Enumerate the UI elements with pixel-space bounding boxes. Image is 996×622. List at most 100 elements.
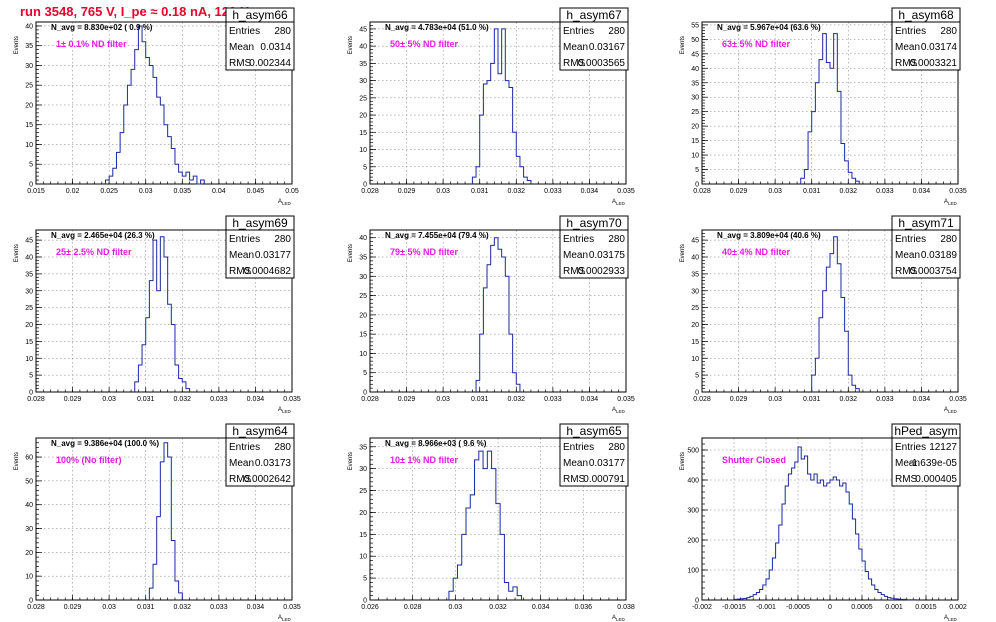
y-axis-label: Events (348, 452, 354, 470)
stats-box: h_asym67 Entries 280 Mean 0.03167RMS0.000356… (559, 7, 629, 71)
stats-rms-label: RMS (229, 58, 252, 69)
stats-entries-label: Entries (895, 26, 926, 37)
histogram-panel-hPed_asym: -0.002 -0.0015 -0.001 -0.0005 0 0.0005 0.001 0.… (680, 423, 967, 622)
x-tick-label: 0.028 (361, 396, 379, 403)
stats-box: hPed_asym Entries 12127 Mean-1.639e-05 RMS0.… (891, 423, 961, 487)
n-avg-label: N_avg = 3.809e+04 (40.6 %) (717, 231, 821, 240)
y-tick-label: 20 (25, 102, 33, 109)
x-tick-label: 0.032 (489, 604, 507, 611)
histogram-series (800, 33, 860, 184)
x-tick-label: 0.001 (885, 604, 903, 611)
y-tick-label: 15 (359, 332, 367, 339)
y-tick-label: 30 (691, 288, 699, 295)
y-axis-label: Events (348, 244, 354, 262)
x-tick-label: 0.029 (730, 396, 748, 403)
x-axis-label: ALED (278, 615, 292, 622)
x-tick-label: -0.0005 (786, 604, 810, 611)
y-tick-label: 40 (25, 255, 33, 262)
x-tick-label: 0.031 (803, 188, 821, 195)
stats-histogram-name: h_asym66 (232, 8, 288, 22)
y-tick-label: 0 (363, 182, 367, 189)
y-tick-label: 25 (691, 305, 699, 312)
x-tick-label: 0.03 (436, 396, 450, 403)
stats-entries-value: 280 (940, 26, 957, 37)
filter-label: 100% (No filter) (56, 455, 122, 465)
x-tick-label: 0.032 (840, 396, 858, 403)
stats-entries-label: Entries (895, 442, 926, 453)
x-axis-label: ALED (944, 615, 958, 622)
y-tick-label: 10 (25, 356, 33, 363)
y-tick-label: 45 (691, 238, 699, 245)
y-tick-label: 40 (359, 44, 367, 51)
x-tick-label: 0.026 (361, 604, 379, 611)
stats-rms-value: 0.0002933 (578, 266, 626, 277)
stats-mean-value: 0.03175 (589, 250, 626, 261)
stats-mean-label: Mean (229, 42, 254, 53)
stats-entries-value: 280 (274, 26, 291, 37)
x-tick-label: 0.029 (398, 396, 416, 403)
y-tick-label: 0 (29, 182, 33, 189)
histogram-series (475, 237, 521, 392)
y-tick-label: 35 (359, 255, 367, 262)
x-tick-label: 0.033 (210, 396, 228, 403)
x-tick-label: 0.038 (617, 604, 635, 611)
x-tick-label: 0.015 (27, 188, 45, 195)
filter-label: 40± 4% ND filter (722, 247, 790, 257)
x-tick-label: 0.0015 (915, 604, 937, 611)
stats-box-frame (225, 423, 295, 487)
stats-entries-value: 280 (274, 234, 291, 245)
stats-histogram-name: h_asym68 (898, 8, 954, 22)
n-avg-label: N_avg = 7.455e+04 (79.4 %) (385, 231, 489, 240)
stats-mean-value: 0.03174 (921, 42, 958, 53)
x-tick-label: 0.03 (449, 604, 463, 611)
y-tick-label: 5 (29, 162, 33, 169)
y-tick-label: 5 (363, 370, 367, 377)
stats-box-frame (225, 7, 295, 71)
x-tick-label: 0.032 (174, 396, 192, 403)
histogram-panel-h_asym66: 0.015 0.02 0.025 0.03 0.035 0.04 0.045 0.05 0 5 10… (14, 7, 299, 206)
y-tick-label: 20 (25, 322, 33, 329)
x-tick-label: 0.0005 (851, 604, 873, 611)
x-tick-label: 0.032 (174, 604, 192, 611)
stats-mean-label: Mean (229, 458, 254, 469)
histogram-panel-h_asym70: 0.028 0.029 0.03 0.031 0.032 0.033 0.034 0.035 0… (348, 215, 635, 414)
x-tick-label: 0.035 (617, 188, 635, 195)
x-axis-label: ALED (612, 199, 626, 206)
y-tick-label: 10 (359, 554, 367, 561)
y-axis-label: Events (14, 36, 20, 54)
y-tick-label: 15 (25, 122, 33, 129)
stats-rms-value: 0.0002642 (244, 474, 292, 485)
x-tick-label: 0.035 (949, 188, 967, 195)
stats-box-frame (559, 215, 629, 279)
x-tick-label: 0.029 (64, 396, 82, 403)
y-tick-label: 500 (687, 448, 699, 455)
stats-rms-label: RMS (895, 266, 918, 277)
stats-entries-label: Entries (563, 234, 594, 245)
x-tick-label: 0.031 (137, 604, 155, 611)
x-tick-label: 0.03 (102, 396, 116, 403)
x-tick-label: 0.033 (210, 604, 228, 611)
y-tick-label: 40 (25, 23, 33, 30)
histogram-panel-h_asym68: 0.028 0.029 0.03 0.031 0.032 0.033 0.034 0.035 0… (680, 7, 967, 206)
histogram-series (448, 450, 522, 600)
x-tick-label: 0.031 (137, 396, 155, 403)
y-tick-label: 20 (359, 312, 367, 319)
x-tick-label: 0.002 (949, 604, 967, 611)
y-tick-label: 300 (687, 508, 699, 515)
stats-box-frame (559, 423, 629, 487)
x-tick-label: 0.031 (803, 396, 821, 403)
y-tick-label: 30 (691, 95, 699, 102)
n-avg-label: N_avg = 2.465e+04 (26.3 %) (51, 231, 155, 240)
stats-entries-value: 280 (608, 442, 625, 453)
y-tick-label: 10 (691, 153, 699, 160)
y-tick-label: 100 (687, 568, 699, 575)
y-tick-label: 30 (25, 63, 33, 70)
y-tick-label: 10 (25, 142, 33, 149)
y-axis-label: Events (348, 36, 354, 54)
stats-box-frame (559, 7, 629, 71)
stats-rms-label: RMS (895, 474, 918, 485)
x-tick-label: 0.034 (247, 604, 265, 611)
stats-entries-value: 12127 (929, 442, 957, 453)
